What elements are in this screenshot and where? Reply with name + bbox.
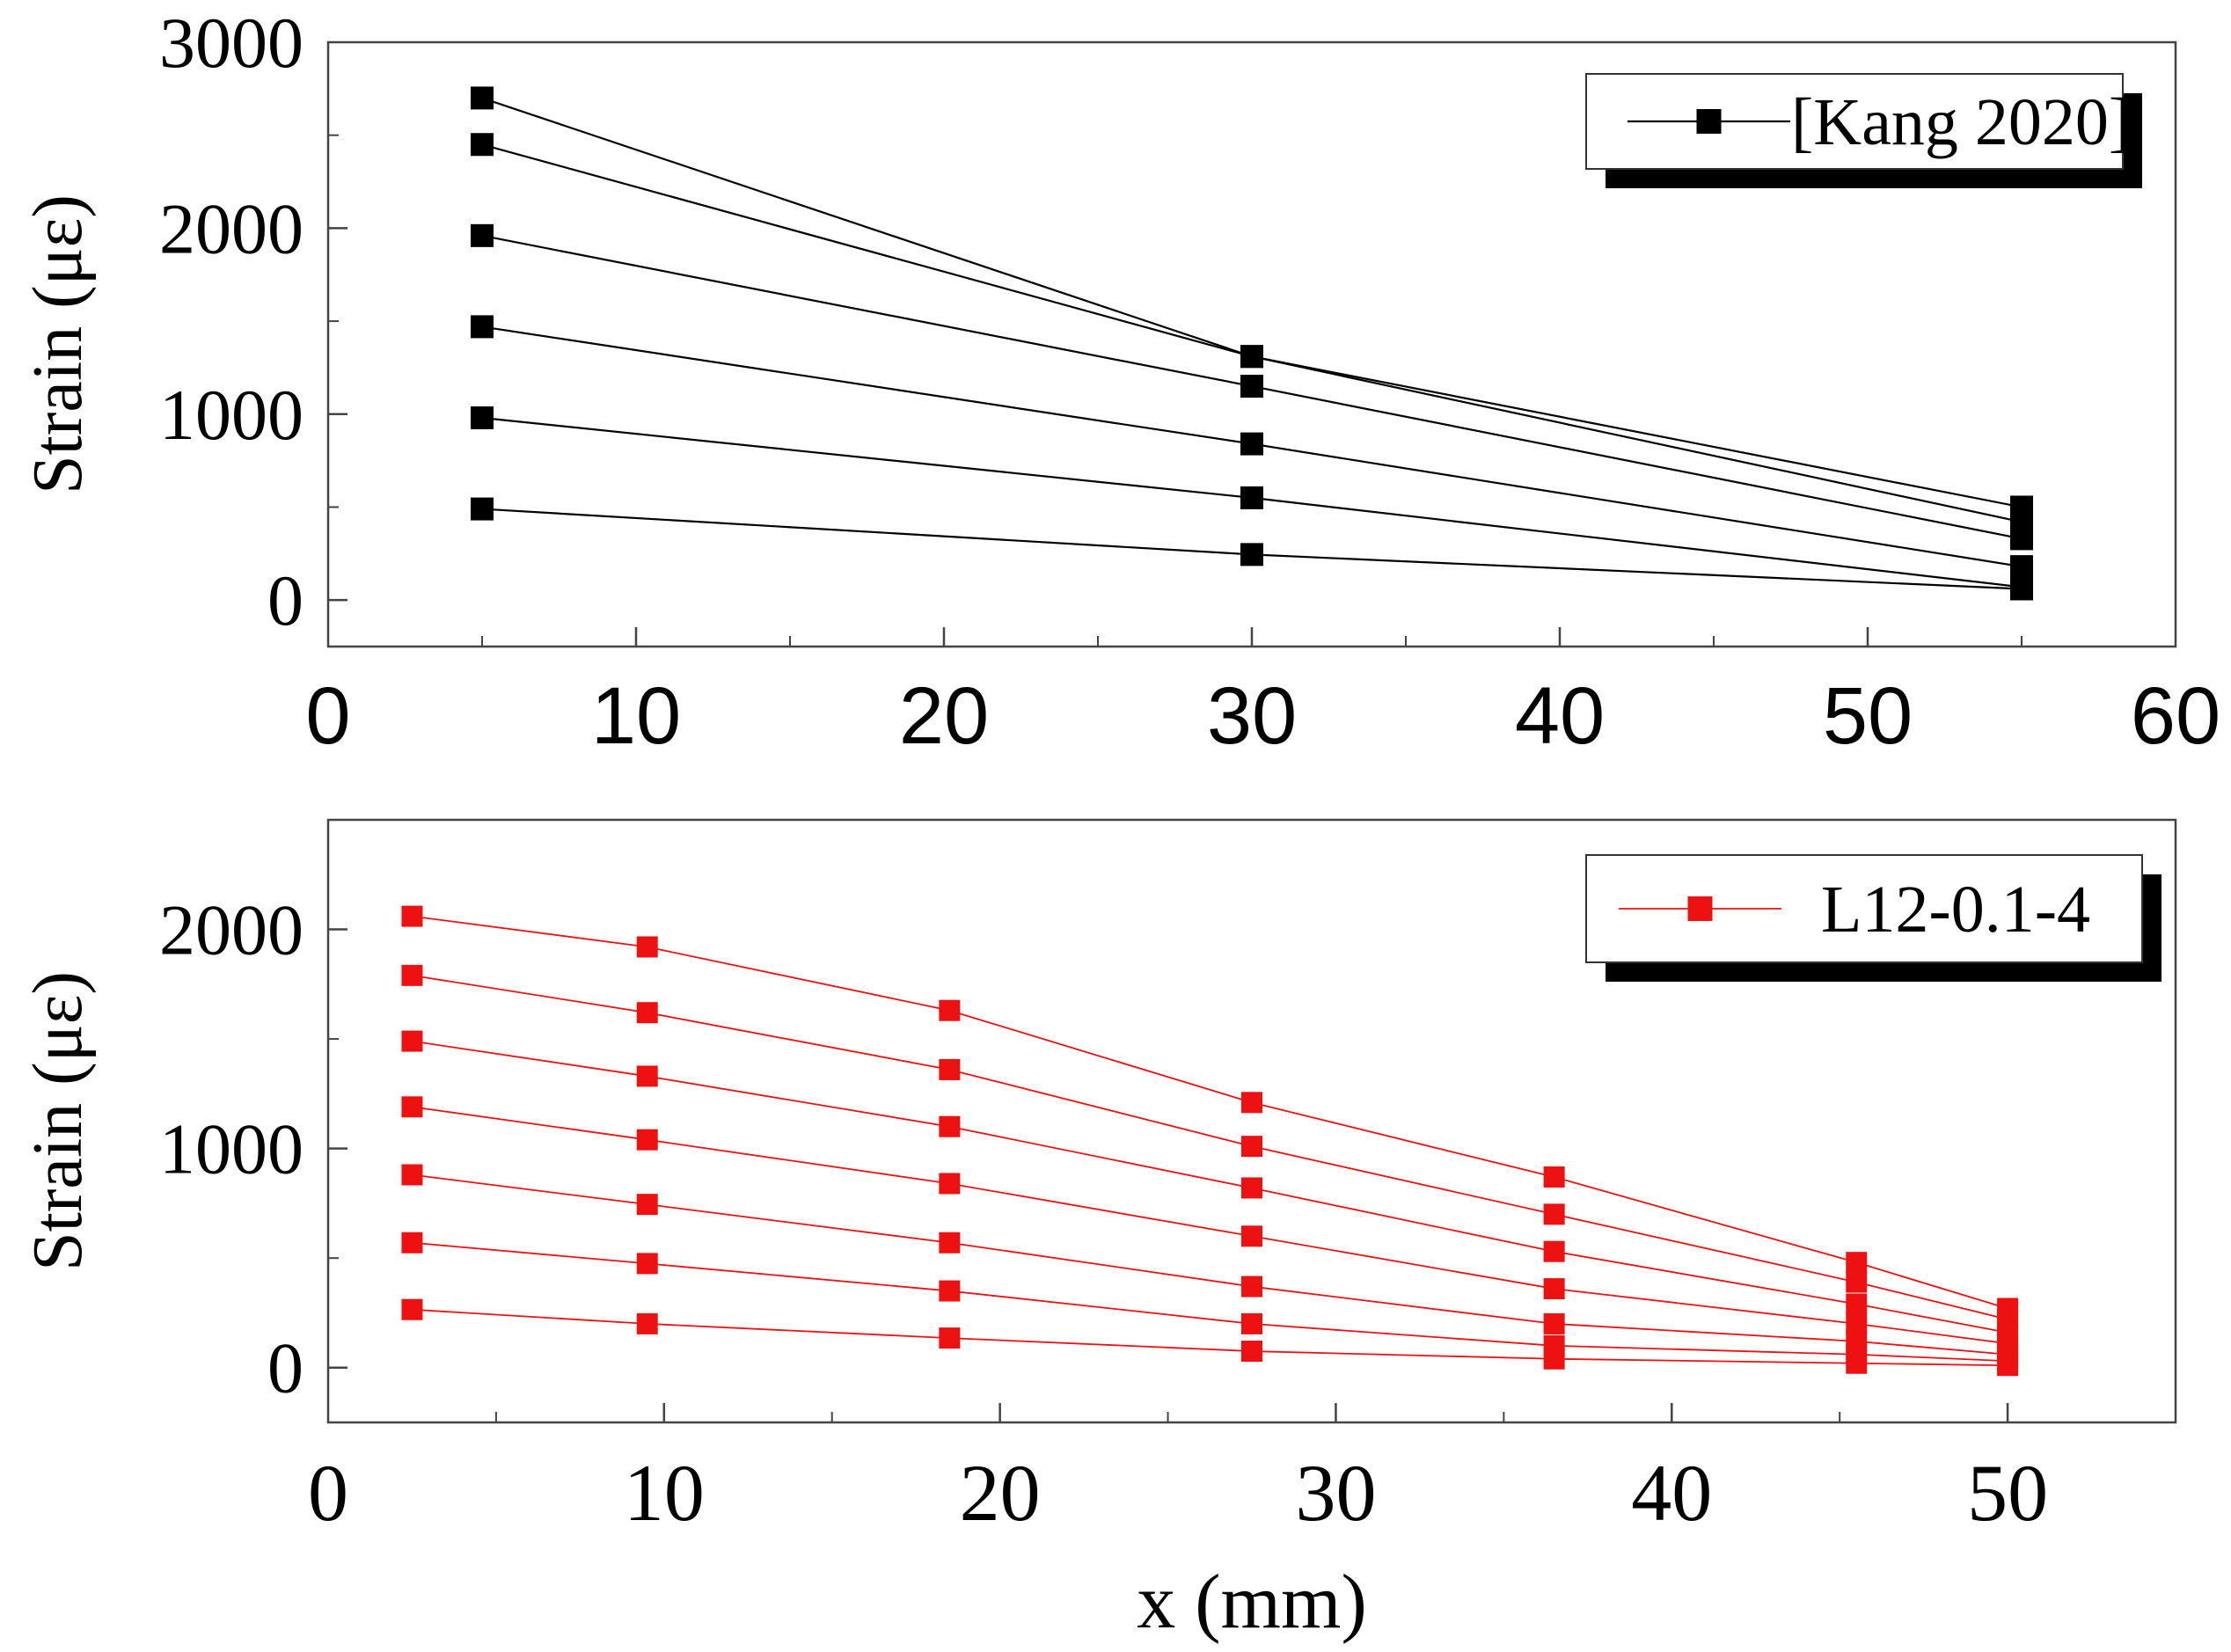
data-point xyxy=(1846,1252,1868,1274)
data-point xyxy=(939,1058,961,1080)
data-point xyxy=(401,1096,423,1118)
data-point xyxy=(1543,1278,1565,1300)
x-axis-label: x (mm) xyxy=(1137,1560,1367,1645)
data-point xyxy=(1997,1355,2019,1377)
y-tick-label: 3000 xyxy=(159,3,304,83)
legend-label: L12-0.1-4 xyxy=(1821,873,2090,947)
y-tick-label: 2000 xyxy=(159,890,304,970)
series-load-5 xyxy=(401,1030,2019,1343)
data-point xyxy=(636,1253,658,1275)
data-point xyxy=(471,133,494,157)
data-point xyxy=(1241,1312,1262,1334)
data-point xyxy=(2010,577,2033,601)
data-point xyxy=(1240,432,1263,456)
data-point xyxy=(1241,1136,1262,1158)
series-load-1 xyxy=(401,1298,2019,1377)
y-tick-label: 1000 xyxy=(159,375,304,455)
data-point xyxy=(471,223,494,247)
data-point xyxy=(636,1312,658,1334)
series-load-3 xyxy=(471,315,2033,579)
y-axis-label: Strain (με) xyxy=(19,194,97,494)
chart-panel-2: 0 10 20 30 40 50 0 1000 2000 Strain (με) x (mm) L12… xyxy=(19,818,2177,1645)
legend-marker xyxy=(1687,896,1713,921)
data-point xyxy=(2010,527,2033,551)
data-point xyxy=(471,86,494,110)
data-point xyxy=(636,1002,658,1024)
data-point xyxy=(939,1115,961,1137)
x-tick-label: 0 xyxy=(308,1448,348,1538)
x-tick-label: 10 xyxy=(591,671,681,761)
data-point xyxy=(636,936,658,958)
data-point xyxy=(1240,543,1263,567)
data-point xyxy=(1543,1348,1565,1370)
chart-panel-1: 0 10 20 30 40 50 60 0 1000 2000 3000 Strain (με) [Ka… xyxy=(19,3,2220,761)
data-point xyxy=(1241,1276,1262,1297)
data-point xyxy=(401,1298,423,1320)
series-load-6 xyxy=(401,964,2019,1330)
x-tick-label: 50 xyxy=(1823,671,1913,761)
data-point xyxy=(1846,1271,1868,1293)
x-tick-label: 40 xyxy=(1515,671,1605,761)
y-tick-label: 2000 xyxy=(159,188,304,268)
x-tick-label: 60 xyxy=(2131,671,2220,761)
data-point xyxy=(1543,1166,1565,1188)
data-point xyxy=(1241,1341,1262,1363)
x-tick-label: 20 xyxy=(899,671,989,761)
x-tick-label: 40 xyxy=(1631,1448,1712,1538)
x-tick-label: 20 xyxy=(960,1448,1041,1538)
data-point xyxy=(1241,1225,1262,1247)
plot-frame xyxy=(326,818,2177,1424)
y-axis-label: Strain (με) xyxy=(19,971,97,1271)
series-load-4 xyxy=(401,1096,2019,1355)
data-point xyxy=(401,1232,423,1254)
data-point xyxy=(939,1232,961,1254)
series-load-1 xyxy=(471,497,2033,601)
data-point xyxy=(471,315,494,339)
series-load-4 xyxy=(471,223,2033,551)
data-point xyxy=(1240,375,1263,398)
y-tick-label: 0 xyxy=(267,560,304,640)
data-point xyxy=(1543,1203,1565,1225)
legend-label: [Kang 2020] xyxy=(1791,85,2131,159)
data-point xyxy=(1241,1177,1262,1199)
data-point xyxy=(471,406,494,429)
data-point xyxy=(1543,1312,1565,1334)
data-point xyxy=(636,1194,658,1216)
data-point xyxy=(401,964,423,986)
data-point xyxy=(1240,486,1263,509)
data-point xyxy=(401,905,423,927)
y-tick-label: 0 xyxy=(267,1328,304,1408)
series-load-2 xyxy=(401,1232,2019,1372)
data-point xyxy=(471,497,494,521)
data-point xyxy=(939,1327,961,1349)
data-point xyxy=(1846,1293,1868,1315)
data-point xyxy=(1846,1352,1868,1374)
legend-marker xyxy=(1696,109,1722,134)
data-point xyxy=(401,1164,423,1186)
data-point xyxy=(1543,1240,1565,1262)
data-point xyxy=(636,1065,658,1087)
x-tick-label: 30 xyxy=(1207,671,1297,761)
data-point xyxy=(939,1280,961,1302)
data-point xyxy=(1241,1092,1262,1114)
data-point xyxy=(2010,555,2033,579)
x-tick-label: 0 xyxy=(305,671,350,761)
series-load-5 xyxy=(471,133,2033,534)
data-point xyxy=(636,1129,658,1151)
x-tick-label: 10 xyxy=(624,1448,705,1538)
legend: L12-0.1-4 xyxy=(1585,854,2162,982)
series-load-7 xyxy=(401,905,2019,1319)
data-point xyxy=(939,1173,961,1195)
legend: [Kang 2020] xyxy=(1585,73,2142,188)
x-tick-label: 50 xyxy=(1967,1448,2048,1538)
series-line xyxy=(481,143,2023,523)
data-point xyxy=(1240,345,1263,369)
data-point xyxy=(939,999,961,1021)
y-tick-label: 1000 xyxy=(159,1109,304,1189)
data-point xyxy=(401,1030,423,1052)
x-tick-label: 30 xyxy=(1295,1448,1376,1538)
